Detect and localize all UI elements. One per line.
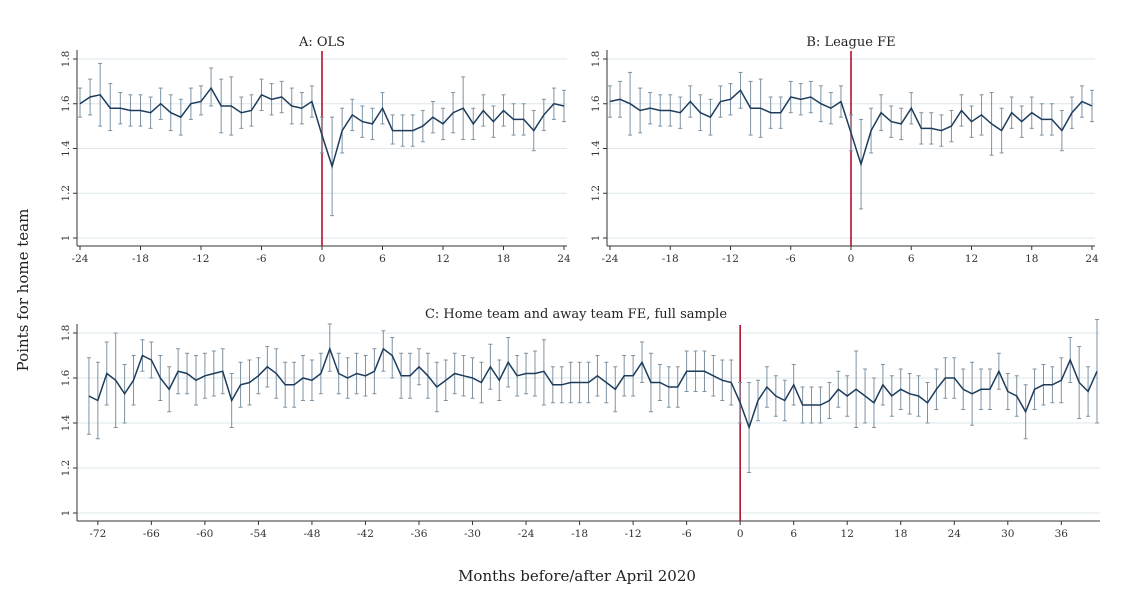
- panel-c-x-tick-label: -36: [411, 528, 428, 540]
- panel-a-title: A: OLS: [298, 35, 345, 50]
- panel-a-x-tick-label: 18: [497, 253, 510, 265]
- panel-a-x-tick-label: 24: [557, 253, 571, 265]
- panel-b-x-tick-label: 12: [965, 253, 978, 265]
- panel-c-x-tick-label: 36: [1055, 528, 1069, 540]
- panel-b-league-fe: B: League FE 1 1.2 1.4 1.6 1.8 -24 -18 -12 -6 0 6 1…: [590, 35, 1099, 265]
- panel-a-x-tick-label: -12: [193, 253, 210, 265]
- panel-c-x-tick-label: 12: [841, 528, 854, 540]
- panel-c-y-tick-label: 1.8: [60, 325, 72, 342]
- panel-c-estimate-line: [88, 346, 1098, 430]
- panel-c-x-tick-label: -60: [196, 528, 213, 540]
- panel-c-x-tick-label: -12: [625, 528, 642, 540]
- panel-b-y-tick-label: 1.2: [590, 185, 602, 202]
- panel-b-x-tick-label: 18: [1025, 253, 1038, 265]
- panel-c-x-tick-label: -54: [250, 528, 267, 540]
- panel-a-y-tick-label: 1.8: [60, 51, 72, 68]
- panel-c-full-sample: C: Home team and away team FE, full samp…: [60, 307, 1100, 540]
- panel-b-x-tick-label: -24: [602, 253, 619, 265]
- panel-a-y-tick-label: 1: [60, 235, 72, 242]
- panel-b-y-tick-label: 1.4: [590, 140, 602, 157]
- panel-a-x-tick-label: 6: [379, 253, 386, 265]
- panel-b-x-tick-label: 0: [848, 253, 855, 265]
- panel-c-x-tick-label: -72: [89, 528, 106, 540]
- panel-b-x-tick-label: -6: [786, 253, 797, 265]
- panel-a-estimate-line: [79, 86, 565, 169]
- panel-a-ols: A: OLS 1 1.2 1.4 1.6 1.8 -24 -18 -12 -6 0 6 12 18 24: [60, 35, 571, 265]
- panel-c-title: C: Home team and away team FE, full samp…: [425, 307, 727, 322]
- panel-c-y-tick-label: 1.2: [60, 460, 72, 477]
- panel-c-x-tick-label: -18: [571, 528, 588, 540]
- panel-a-x-tick-label: -18: [132, 253, 149, 265]
- panel-a-x-tick-label: 0: [319, 253, 326, 265]
- panel-c-x-tick-label: 24: [948, 528, 962, 540]
- panel-a-x-tick-label: -6: [256, 253, 267, 265]
- panel-b-x-tick-label: -12: [722, 253, 739, 265]
- panel-c-x-tick-label: -30: [464, 528, 481, 540]
- panel-c-y-tick-label: 1.6: [60, 369, 72, 386]
- panel-c-x-tick-label: 0: [737, 528, 744, 540]
- panel-c-x-tick-label: -6: [682, 528, 693, 540]
- panel-a-y-tick-label: 1.6: [60, 95, 72, 112]
- panel-b-title: B: League FE: [806, 35, 895, 50]
- panel-c-x-tick-label: -42: [357, 528, 374, 540]
- panel-c-x-tick-label: 18: [894, 528, 907, 540]
- panel-c-x-tick-label: 30: [1001, 528, 1014, 540]
- panel-a-y-tick-label: 1.2: [60, 185, 72, 202]
- y-axis-title: Points for home team: [14, 209, 32, 372]
- panel-c-x-tick-label: 6: [790, 528, 797, 540]
- panel-c-x-tick-label: -66: [143, 528, 160, 540]
- panel-b-y-tick-label: 1.6: [590, 95, 602, 112]
- panel-b-estimate-line: [609, 89, 1093, 167]
- panel-b-x-tick-label: 6: [908, 253, 915, 265]
- panel-a-y-tick-label: 1.4: [60, 140, 72, 157]
- panel-c-y-tick-label: 1.4: [60, 414, 72, 431]
- x-axis-title: Months before/after April 2020: [458, 567, 696, 585]
- panel-c-x-tick-label: -24: [518, 528, 535, 540]
- panel-c-y-tick-label: 1: [60, 510, 72, 517]
- panel-b-y-tick-label: 1.8: [590, 51, 602, 68]
- panel-b-y-tick-label: 1: [590, 235, 602, 242]
- panel-b-x-tick-label: 24: [1085, 253, 1099, 265]
- panel-a-x-tick-label: -24: [72, 253, 89, 265]
- panel-b-x-tick-label: -18: [662, 253, 679, 265]
- panel-c-x-tick-label: -48: [303, 528, 320, 540]
- panel-a-x-tick-label: 12: [436, 253, 449, 265]
